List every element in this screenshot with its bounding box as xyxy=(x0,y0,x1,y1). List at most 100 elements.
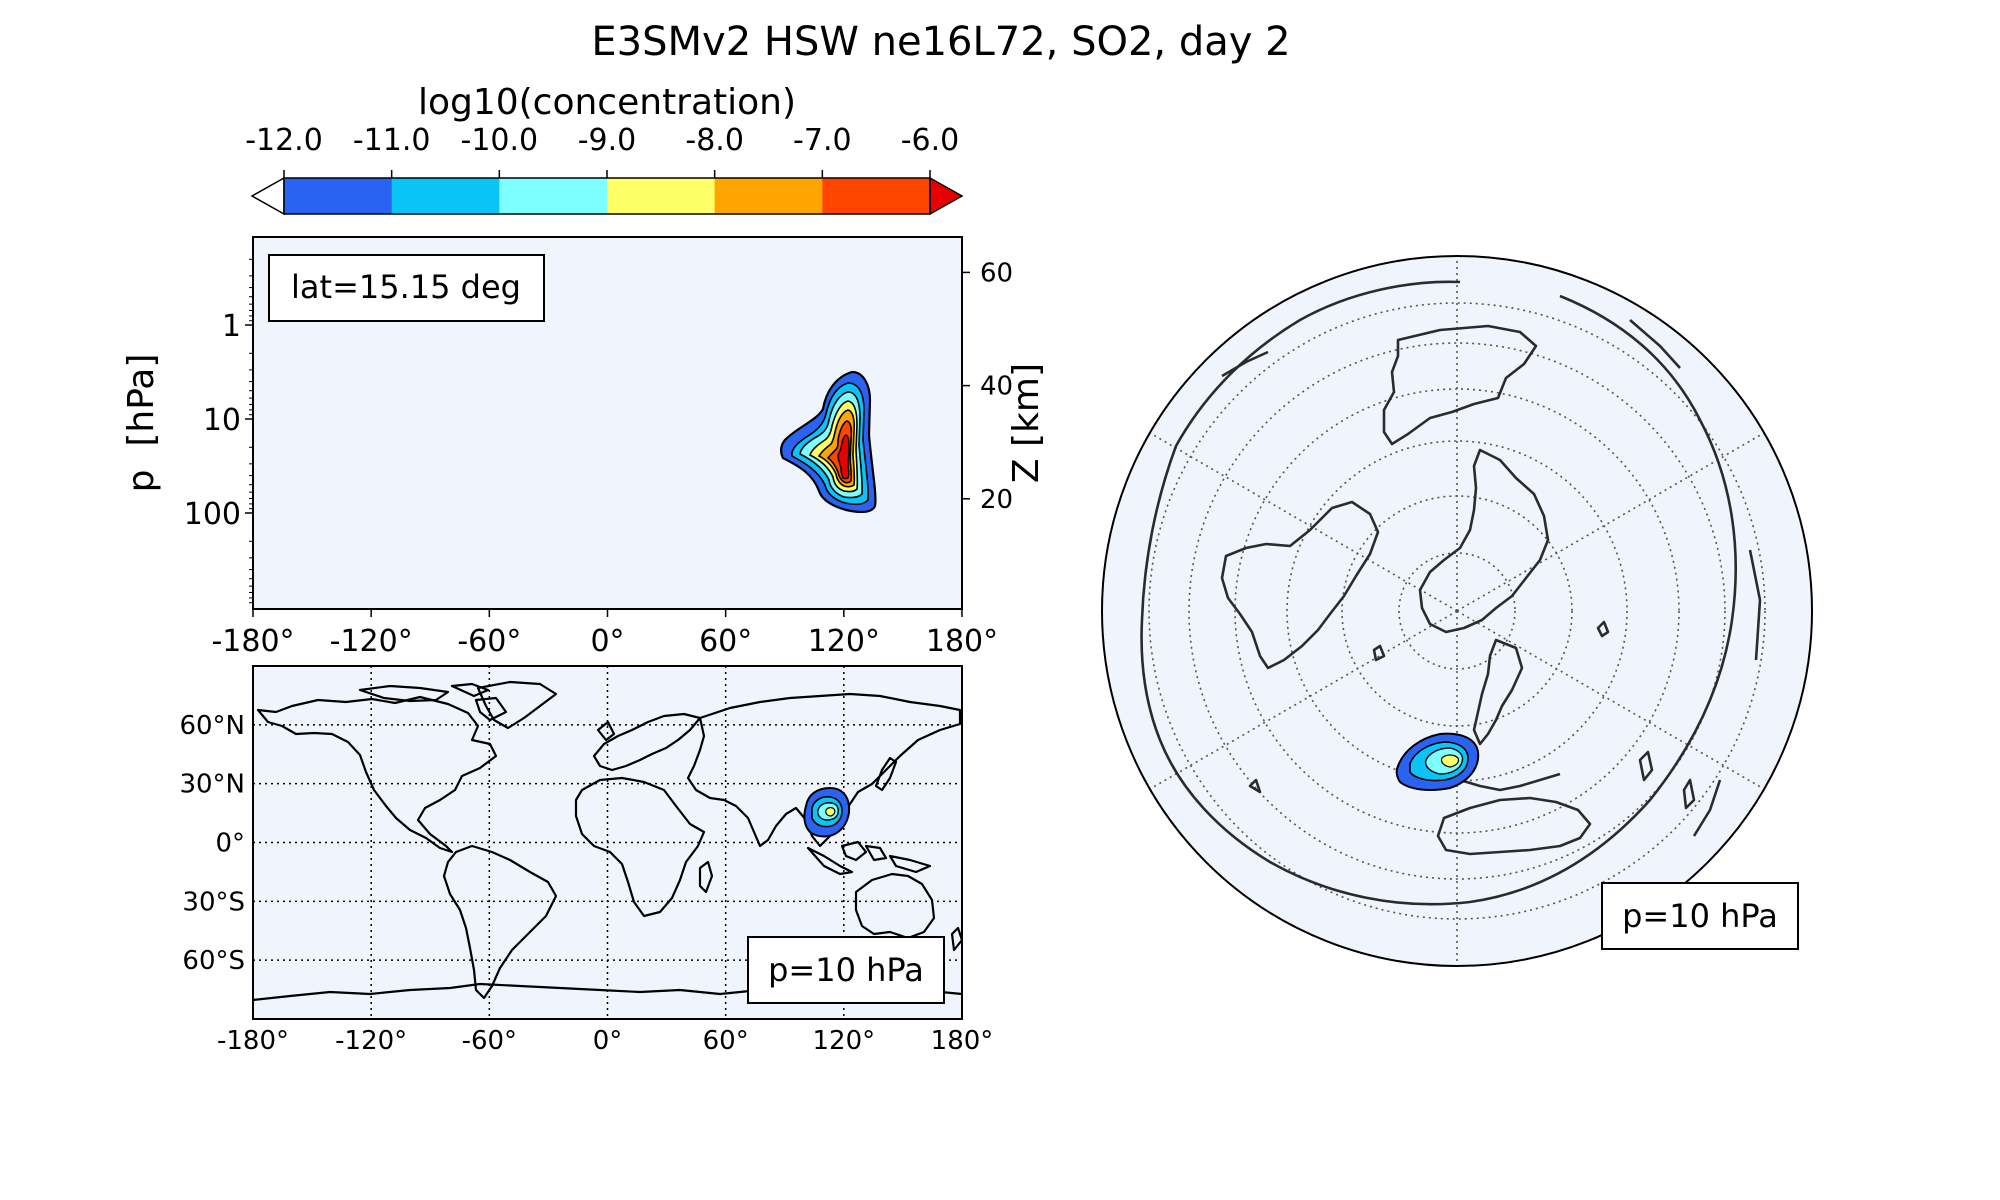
plume-contour-7 xyxy=(837,434,850,480)
x-tick-label: 0° xyxy=(590,624,624,659)
cross-section-x-ticks: -180° -120° -60° 0° 60° 120° 180° xyxy=(211,609,998,659)
globe-coast-australia xyxy=(1436,796,1592,856)
annotation-box xyxy=(1601,882,1799,950)
cross-section-ylabel: p [hPa] xyxy=(121,354,162,493)
globe-annotation: p=10 hPa xyxy=(1601,882,1799,950)
map-y-tick-label: 0° xyxy=(215,829,245,859)
map-panel: 60°N 30°N 0° 30°S 60°S -180° -120° -60° 0° 60° 12… xyxy=(179,665,993,1056)
coast-north-america xyxy=(256,695,498,854)
globe-meridian-3 xyxy=(1456,610,1765,790)
coast-japan xyxy=(874,756,898,792)
map-plume-core xyxy=(825,807,836,817)
x-tick-label: -180° xyxy=(211,624,294,659)
globe-frame xyxy=(1101,255,1813,967)
map-x-tick-label: 0° xyxy=(593,1026,623,1056)
map-y-tick-label: 60°S xyxy=(182,946,245,976)
map-plume xyxy=(803,786,851,838)
colorbar-tick-label: -8.0 xyxy=(685,123,744,158)
colorbar-segment xyxy=(499,178,608,214)
globe-meridian-2 xyxy=(1456,432,1765,612)
x-tick-label: -120° xyxy=(330,624,413,659)
cross-section-zlabel: Z [km] xyxy=(1006,363,1047,483)
cross-section-y-ticks: 1 10 100 xyxy=(184,258,253,604)
map-x-tick-label: 120° xyxy=(813,1026,876,1056)
colorbar-segment xyxy=(822,178,931,214)
map-x-tick-label: 60° xyxy=(703,1026,749,1056)
globe-plume xyxy=(1395,732,1480,791)
coast-new-zealand xyxy=(950,926,962,952)
colorbar-segment xyxy=(391,178,500,214)
globe-coastlines xyxy=(1140,280,1762,906)
z-tick-label: 60 xyxy=(980,258,1013,288)
map-frame xyxy=(252,665,963,1020)
colorbar-tick-label: -9.0 xyxy=(578,123,637,158)
colorbar: log10(concentration) -12.0 -11.0 -10.0 -9.0… xyxy=(245,82,964,216)
globe-parallel-1 xyxy=(1398,552,1516,670)
annotation-box xyxy=(747,936,945,1004)
colorbar-label: log10(concentration) xyxy=(418,82,796,123)
coast-arctic-islands xyxy=(358,682,508,722)
cross-section-panel: 1 10 100 20 40 60 -180° -120° -60° 0° 60° 120° 180… xyxy=(121,236,1047,659)
globe-coast-eurasia xyxy=(1418,448,1550,634)
cross-section-plume xyxy=(780,370,877,513)
colorbar-tick-label: -10.0 xyxy=(461,123,539,158)
globe-coast-africa xyxy=(1220,500,1380,670)
map-x-ticks: -180° -120° -60° 0° 60° 120° 180° xyxy=(217,1026,993,1056)
x-tick-label: 180° xyxy=(926,624,998,659)
globe-parallel-5 xyxy=(1188,342,1726,880)
globe-coast-south-america xyxy=(1382,324,1538,446)
y-tick-label: 100 xyxy=(184,497,241,532)
annotation-box xyxy=(268,254,545,322)
map-y-tick-label: 30°N xyxy=(179,770,245,800)
annotation-text: p=10 hPa xyxy=(1622,897,1778,935)
map-y-tick-label: 60°N xyxy=(179,711,245,741)
x-tick-label: -60° xyxy=(457,624,521,659)
map-x-tick-label: -120° xyxy=(335,1026,407,1056)
z-tick-label: 20 xyxy=(980,485,1013,515)
colorbar-ticks: -12.0 -11.0 -10.0 -9.0 -8.0 -7.0 -6.0 xyxy=(245,123,959,178)
colorbar-extend-over xyxy=(929,176,964,216)
coast-madagascar xyxy=(698,860,714,894)
z-tick-label: 40 xyxy=(980,372,1013,402)
globe-plume-core xyxy=(1440,754,1460,768)
colorbar-segments xyxy=(250,176,964,216)
globe-meridian-5 xyxy=(1149,610,1458,790)
globe-parallel-6 xyxy=(1148,302,1766,920)
x-tick-label: 60° xyxy=(699,624,752,659)
colorbar-segment xyxy=(284,178,393,214)
y-tick-label: 1 xyxy=(222,309,241,344)
globe-panel: p=10 hPa xyxy=(1101,255,1813,967)
y-tick-label: 10 xyxy=(203,403,241,438)
map-y-tick-label: 30°S xyxy=(182,887,245,917)
globe-coast-antarctica xyxy=(1140,280,1737,906)
coast-south-america xyxy=(442,844,558,1000)
map-x-tick-label: -60° xyxy=(462,1026,517,1056)
coast-australia xyxy=(854,872,936,940)
cross-section-annotation: lat=15.15 deg xyxy=(268,254,545,322)
map-x-tick-label: -180° xyxy=(217,1026,289,1056)
coast-europe xyxy=(592,712,702,772)
colorbar-segment xyxy=(714,178,823,214)
coast-africa xyxy=(574,776,706,918)
globe-coast-arctic-edge xyxy=(1221,319,1762,837)
annotation-text: p=10 hPa xyxy=(768,951,924,989)
cross-section-z-ticks: 20 40 60 xyxy=(962,258,1013,515)
colorbar-segment xyxy=(607,178,716,214)
annotation-text: lat=15.15 deg xyxy=(291,268,521,306)
coast-greenland xyxy=(476,680,558,730)
map-x-tick-label: 180° xyxy=(931,1026,994,1056)
colorbar-extend-under xyxy=(250,176,285,216)
globe-coast-islands xyxy=(1248,620,1696,810)
colorbar-tick-label: -7.0 xyxy=(793,123,852,158)
globe-coast-asia-east xyxy=(1472,638,1524,746)
map-y-ticks: 60°N 30°N 0° 30°S 60°S xyxy=(179,711,245,976)
colorbar-tick-label: -6.0 xyxy=(901,123,960,158)
figure-title: E3SMv2 HSW ne16L72, SO2, day 2 xyxy=(591,19,1290,65)
globe-gridlines xyxy=(1148,256,1766,966)
colorbar-tick-label: -11.0 xyxy=(353,123,431,158)
globe-meridian-6 xyxy=(1149,432,1458,612)
coast-indonesia xyxy=(806,840,932,876)
globe-parallel-3 xyxy=(1286,440,1628,782)
map-annotation: p=10 hPa xyxy=(747,936,945,1004)
